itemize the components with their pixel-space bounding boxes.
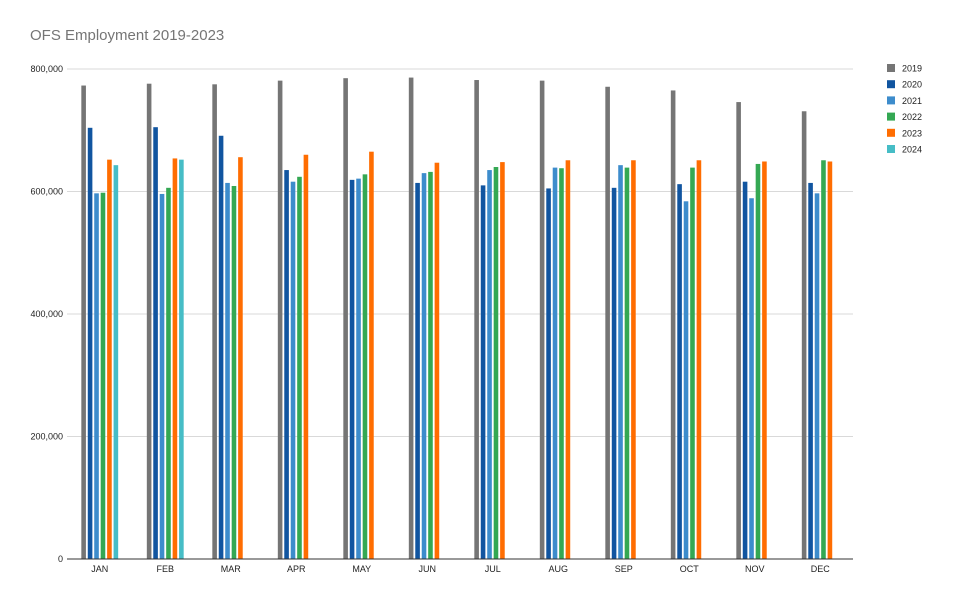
bar-2019-nov [736,102,741,559]
bar-2020-jan [87,127,93,560]
bar-2020-may [349,179,355,560]
bar-2022-aug [559,168,564,559]
bar-group [81,77,833,560]
bar-2024-jan [113,165,119,559]
bar-2020-mar [218,135,224,559]
bar-2019-apr [277,80,283,559]
bar-2022-jan [100,192,106,559]
legend-swatch-2019 [887,64,895,72]
legend-label-2019: 2019 [902,64,922,74]
legend-label-2020: 2020 [902,80,922,90]
bar-2023-may [369,151,374,559]
bar-2019-jun [408,77,414,559]
bar-2022-mar [231,185,237,560]
bar-2022-feb [166,187,171,559]
bar-2019-aug [539,80,545,559]
chart-title: OFS Employment 2019-2023 [30,27,225,44]
bar-2021-jan [94,193,99,559]
bar-2021-oct [683,201,689,560]
bar-2022-dec [821,160,826,559]
bar-2022-sep [624,167,630,560]
bar-2021-apr [290,181,296,559]
bar-2023-mar [238,157,243,559]
bar-2020-jun [415,182,420,560]
legend-swatch-2022 [887,112,895,121]
x-tick-label: DEC [811,564,831,574]
legend-swatch-2021 [887,96,895,105]
legend-label-2021: 2021 [902,96,922,106]
bar-2022-apr [297,176,302,560]
bar-2020-dec [808,182,813,560]
bar-2020-feb [153,127,158,559]
bar-2021-sep [618,165,623,559]
x-tick-label: JUN [419,564,437,574]
bar-2024-feb [179,159,184,559]
bar-2019-feb [146,83,152,559]
x-tick-label: NOV [745,564,765,574]
x-tick-label: JUL [485,564,501,574]
legend-label-2024: 2024 [902,145,922,155]
bar-2023-feb [172,158,178,560]
x-tick-label: MAR [221,564,242,574]
legend-swatch-2023 [887,128,895,137]
x-tick-label: AUG [548,564,568,574]
bar-2021-jul [487,170,492,559]
bar-2022-may [362,174,368,559]
y-tick-label: 0 [58,554,63,564]
bar-2021-feb [159,193,165,559]
bar-2021-nov [749,198,754,560]
bar-2021-dec [814,193,820,559]
axes: 0 200,000 400,000 600,000 800,000 JAN FEB MAR AP… [30,64,853,574]
y-tick-label: 600,000 [30,187,63,197]
x-tick-label: FEB [156,564,174,574]
x-tick-label: SEP [615,564,633,574]
bar-2020-oct [677,184,682,559]
bar-2023-oct [696,160,702,559]
bar-2021-may [356,178,361,559]
bar-2023-dec [827,161,833,560]
legend-label-2023: 2023 [902,128,922,138]
bar-2020-aug [546,188,551,559]
bar-2019-sep [605,86,610,559]
bar-2022-nov [755,163,761,559]
bar-2019-oct [670,90,676,559]
bar-2020-nov [742,181,748,559]
bar-2023-aug [565,160,571,559]
bar-2022-jun [428,171,433,559]
bar-2021-mar [225,182,230,560]
bar-2023-nov [762,161,767,560]
bar-2019-mar [212,84,217,559]
y-tick-label: 200,000 [30,432,63,442]
x-tick-label: OCT [680,564,700,574]
bar-2022-jul [493,167,499,559]
bar-2019-jan [81,85,86,559]
gridlines [67,68,853,437]
bar-2023-sep [631,160,636,559]
legend-label-2022: 2022 [902,112,922,122]
bar-2023-jan [107,159,112,559]
bar-2019-dec [801,111,807,559]
y-tick-label: 800,000 [30,64,63,74]
bar-2019-may [343,78,348,559]
bar-2022-oct [690,167,695,560]
x-tick-label: JAN [91,564,108,574]
legend: 2019 2020 2021 2022 2023 2024 [887,64,922,155]
legend-swatch-2024 [887,145,895,153]
bar-2019-jul [474,80,479,560]
bar-2021-jun [421,173,427,559]
bar-2021-aug [552,167,558,560]
bar-2020-jul [480,185,486,559]
y-tick-label: 400,000 [30,309,63,319]
bar-2023-jun [434,162,440,559]
bar-2023-jul [500,162,505,559]
bar-2020-apr [284,170,289,559]
x-tick-label: APR [287,564,306,574]
legend-swatch-2020 [887,80,895,89]
bar-2023-apr [303,154,309,559]
x-tick-label: MAY [352,564,371,574]
bar-2020-sep [611,187,617,559]
